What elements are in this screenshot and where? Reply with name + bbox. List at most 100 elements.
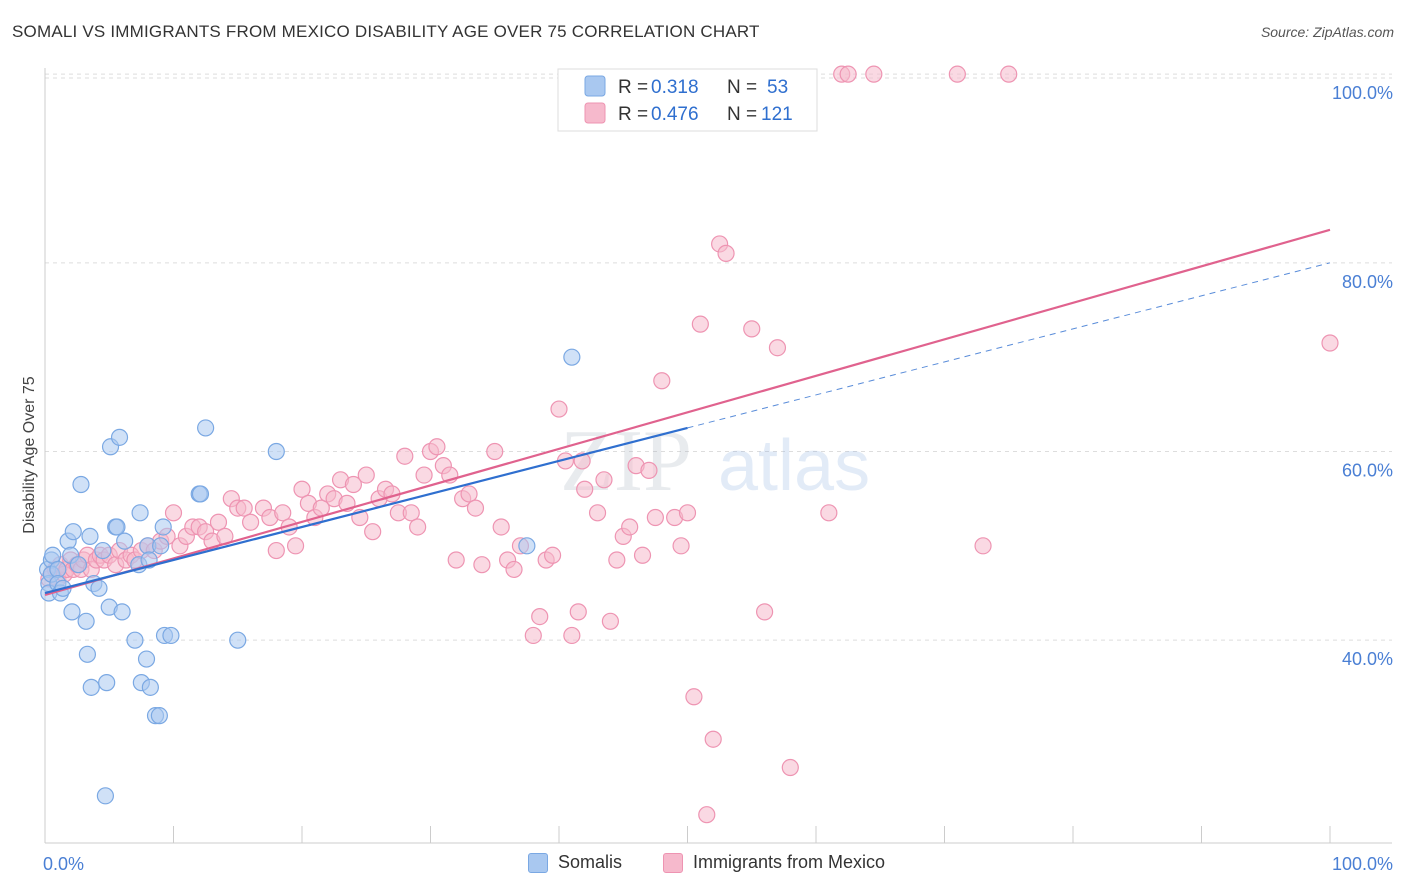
somali-point <box>126 631 144 649</box>
mexico-point <box>685 688 703 706</box>
somali-point <box>98 674 116 692</box>
mexico-point <box>409 518 427 536</box>
y-tick-label: 100.0% <box>1332 83 1393 103</box>
somali-point <box>69 556 88 574</box>
legend-item-mexico[interactable]: Immigrants from Mexico <box>663 852 885 873</box>
mexico-point <box>543 546 562 564</box>
mexico-point <box>531 607 549 626</box>
mexico-point <box>209 513 228 531</box>
gridlines <box>45 73 1392 641</box>
mexico-point <box>492 518 510 536</box>
somali-point <box>137 650 156 668</box>
mexico-point <box>164 504 183 522</box>
somali-point <box>72 475 90 494</box>
somali-point <box>78 645 97 663</box>
mexico-point <box>1321 334 1339 352</box>
mexico-point <box>621 518 639 536</box>
mexico-point <box>235 499 253 517</box>
mexico-point <box>415 466 433 484</box>
mexico-point <box>364 523 382 541</box>
mexico-point <box>865 65 883 83</box>
mexico-point <box>396 447 414 465</box>
somali-points <box>38 348 581 805</box>
somali-trend-extension <box>687 262 1331 429</box>
mexico-point <box>743 320 761 338</box>
somali-point <box>82 678 100 696</box>
mexico-point <box>524 626 542 645</box>
legend-item-somalis[interactable]: Somalis <box>528 852 622 873</box>
y-tick-label: 80.0% <box>1342 272 1393 292</box>
mexico-point <box>974 537 992 555</box>
stats-swatch-mexico <box>584 102 606 124</box>
mexico-point <box>781 758 799 777</box>
axes: 40.0% 60.0% 80.0% 100.0% 0.0% 100.0% <box>43 68 1393 874</box>
mexico-point <box>653 372 671 390</box>
stats-n-label: N = <box>727 104 757 125</box>
mexico-point <box>717 244 735 262</box>
mexico-point <box>550 400 568 418</box>
somali-point <box>116 532 134 550</box>
mexico-point <box>704 730 722 748</box>
somali-point <box>191 485 210 503</box>
mexico-point <box>678 504 697 522</box>
mexico-point <box>755 603 774 621</box>
x-tick-label: 0.0% <box>43 854 84 874</box>
legend-swatch-mexico <box>663 852 683 873</box>
somali-point <box>96 787 114 805</box>
somali-point <box>197 419 215 437</box>
somali-point <box>81 527 99 546</box>
mexico-point <box>460 485 478 503</box>
somali-point <box>141 678 159 696</box>
mexico-point <box>447 551 465 569</box>
somali-point <box>108 518 126 536</box>
somali-point <box>77 612 95 630</box>
legend-label: Somalis <box>558 852 623 872</box>
mexico-points <box>40 65 1339 824</box>
mexico-point <box>286 537 305 555</box>
mexico-point <box>428 438 446 456</box>
somali-point <box>150 707 168 725</box>
mexico-point <box>267 541 285 560</box>
somali-point <box>229 631 247 649</box>
chart-title: SOMALI VS IMMIGRANTS FROM MEXICO DISABIL… <box>12 22 760 41</box>
mexico-point <box>595 471 613 489</box>
mexico-point <box>820 504 838 522</box>
mexico-point <box>274 504 292 522</box>
stats-r-label: R = <box>618 77 648 98</box>
mexico-point <box>839 65 857 83</box>
stats-n-label: N = <box>727 77 757 98</box>
mexico-point <box>466 499 485 517</box>
y-axis-label: Disability Age Over 75 <box>21 376 38 534</box>
mexico-point <box>569 603 587 621</box>
stats-n-value: 121 <box>761 104 793 125</box>
mexico-point <box>640 461 658 479</box>
stats-r-value: 0.476 <box>651 104 699 125</box>
mexico-point <box>242 513 260 531</box>
legend-label: Immigrants from Mexico <box>693 852 886 872</box>
mexico-point <box>293 480 311 498</box>
somali-point <box>154 518 172 536</box>
somali-point <box>563 348 581 366</box>
somali-point <box>110 428 129 446</box>
stats-r-value: 0.318 <box>651 77 699 98</box>
y-tick-label: 60.0% <box>1342 461 1393 481</box>
somali-point <box>94 541 112 560</box>
mexico-point <box>402 504 420 522</box>
somali-point <box>518 537 536 555</box>
somali-point <box>152 537 170 555</box>
mexico-point <box>576 480 594 498</box>
mexico-point <box>672 537 690 555</box>
mexico-point <box>1000 65 1018 83</box>
somali-trend-line <box>44 426 688 595</box>
somali-point <box>90 579 108 597</box>
mexico-point <box>601 612 620 630</box>
mexico-point <box>473 556 491 574</box>
source-label: Source: ZipAtlas.com <box>1260 24 1394 40</box>
mexico-point <box>633 546 652 564</box>
mexico-point <box>768 339 787 357</box>
mexico-point <box>357 466 375 484</box>
somali-point <box>64 523 82 541</box>
x-tick-label: 100.0% <box>1332 854 1393 874</box>
mexico-point <box>948 65 966 83</box>
